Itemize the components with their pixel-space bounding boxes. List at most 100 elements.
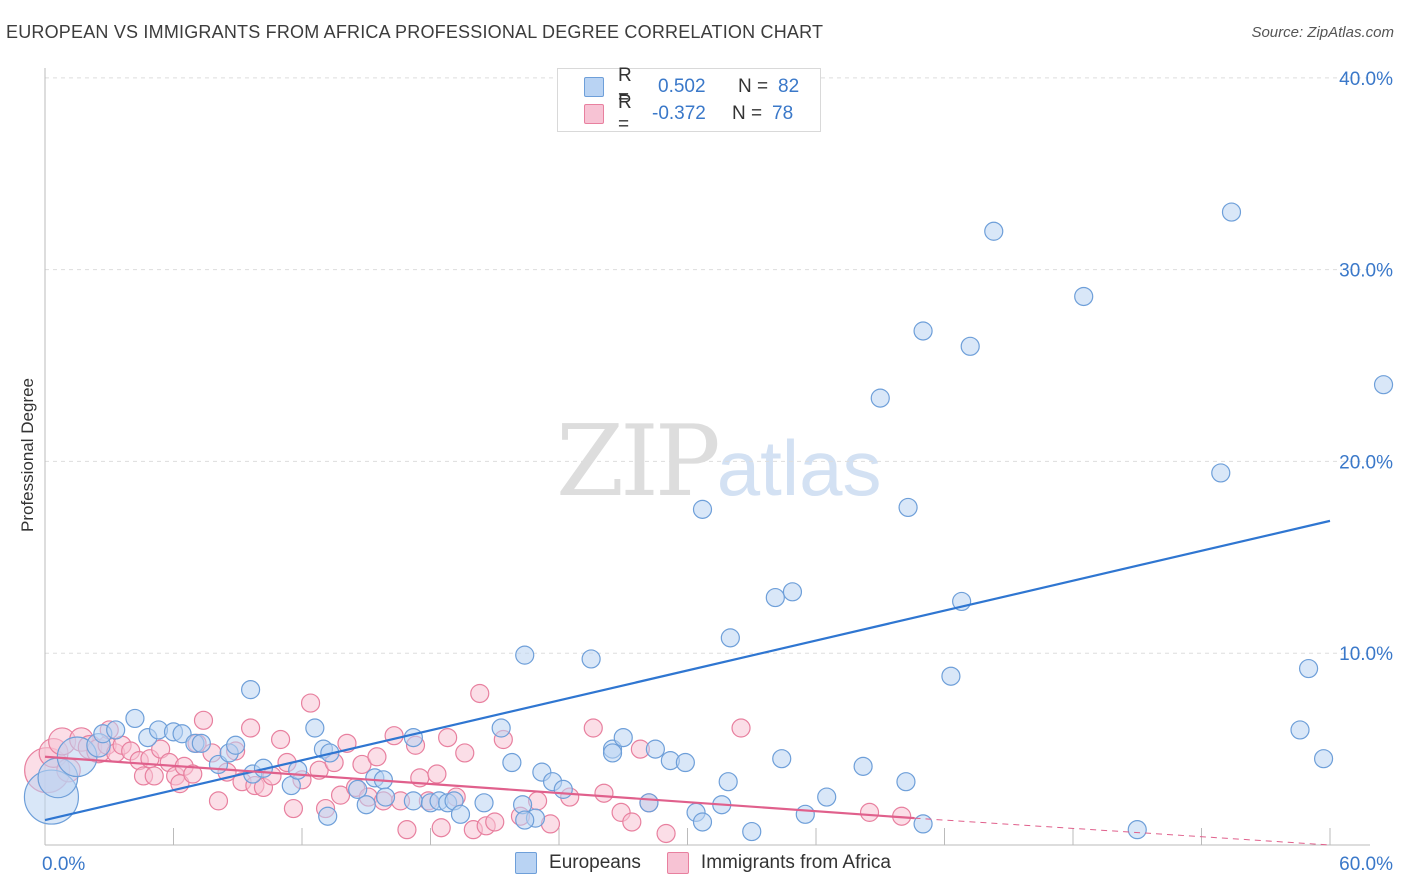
europeans-point xyxy=(853,756,873,776)
europeans-point xyxy=(817,787,837,807)
legend-label-africa: Immigrants from Africa xyxy=(700,852,891,873)
africa-point xyxy=(859,802,880,822)
legend-swatch-pink xyxy=(666,852,689,874)
europeans-point xyxy=(645,739,665,759)
africa-point xyxy=(397,820,417,840)
africa-point xyxy=(656,823,676,844)
europeans-point xyxy=(718,772,738,792)
africa-point xyxy=(594,783,614,803)
europeans-point xyxy=(675,752,695,773)
legend-item-europeans[interactable]: Europeans xyxy=(515,852,641,874)
europeans-point xyxy=(403,791,423,811)
legend-label-europeans: Europeans xyxy=(549,852,641,873)
africa-point xyxy=(300,693,321,713)
europeans-point xyxy=(491,718,511,738)
africa-point xyxy=(427,764,447,784)
europeans-point xyxy=(772,749,792,769)
europeans-point xyxy=(898,497,918,518)
legend-n-value: 82 xyxy=(778,76,800,97)
correlation-legend: R = 0.502 N = 82 R = -0.372 N = 78 xyxy=(557,65,821,135)
europeans-point xyxy=(348,779,368,799)
europeans-point xyxy=(515,810,535,830)
europeans-point xyxy=(581,649,601,669)
series-legend: Europeans Immigrants from Africa xyxy=(0,852,1406,874)
europeans-point xyxy=(941,666,961,686)
europeans-point xyxy=(913,321,933,341)
africa-point xyxy=(183,764,203,784)
africa-point xyxy=(151,739,171,759)
europeans-point xyxy=(241,680,261,700)
europeans-point xyxy=(870,388,890,408)
europeans-point xyxy=(474,793,494,813)
legend-swatch-pink xyxy=(584,104,604,124)
europeans-point xyxy=(1127,820,1147,840)
x-tick-label-max: 60.0% xyxy=(1339,854,1393,875)
europeans-point xyxy=(172,724,192,744)
x-tick-label-min: 0.0% xyxy=(42,854,85,875)
europeans-point xyxy=(765,587,785,608)
europeans-point xyxy=(1221,202,1242,222)
europeans-point xyxy=(1290,720,1310,740)
europeans-point xyxy=(356,795,376,815)
europeans-point xyxy=(913,814,933,834)
africa-point xyxy=(731,718,751,738)
africa-point xyxy=(193,710,214,730)
africa-point xyxy=(622,812,642,832)
europeans-point xyxy=(403,727,423,748)
europeans-point xyxy=(639,793,659,813)
africa-point xyxy=(583,718,603,738)
legend-swatch-blue xyxy=(584,77,604,97)
africa-point xyxy=(309,760,329,780)
europeans-point xyxy=(305,718,325,738)
africa-point xyxy=(352,754,372,775)
europeans-point xyxy=(502,752,522,773)
africa-point xyxy=(438,727,458,748)
legend-n-value: 78 xyxy=(772,103,794,124)
y-tick-label: 20.0% xyxy=(1339,452,1393,473)
europeans-point xyxy=(288,760,308,780)
axes xyxy=(44,68,1370,846)
trend-lines xyxy=(44,519,1331,846)
legend-r-label: R = xyxy=(618,65,632,108)
europeans-point xyxy=(742,821,762,842)
europeans-point xyxy=(515,645,535,665)
europeans-point xyxy=(318,806,338,826)
y-tick-label: 40.0% xyxy=(1339,69,1393,90)
y-tick-label: 30.0% xyxy=(1339,261,1393,282)
tick-labels: 10.0% 20.0% 30.0% 40.0% 0.0% 60.0% xyxy=(42,69,1393,875)
europeans-point xyxy=(375,787,396,807)
legend-swatch-blue xyxy=(515,852,538,874)
europeans-point xyxy=(602,743,623,763)
africa-point xyxy=(384,726,404,746)
y-axis-label: Professional Degree xyxy=(18,377,37,533)
legend-item-africa[interactable]: Immigrants from Africa xyxy=(666,852,891,874)
africa-point xyxy=(485,812,505,832)
europeans-point xyxy=(450,804,471,824)
chart-title: EUROPEAN VS IMMIGRANTS FROM AFRICA PROFE… xyxy=(6,22,824,42)
africa-point xyxy=(208,791,229,811)
europeans-point xyxy=(613,727,633,748)
series-europeans-points xyxy=(23,202,1394,842)
grid xyxy=(45,77,1370,654)
europeans-point xyxy=(553,779,573,799)
europeans-point xyxy=(1373,375,1394,395)
africa-point xyxy=(330,785,351,805)
europeans-point xyxy=(1074,286,1094,307)
source-credit: Source: ZipAtlas.com xyxy=(1251,24,1394,41)
europeans-point xyxy=(1211,463,1231,483)
legend-n-label: N = xyxy=(738,76,769,97)
africa-point xyxy=(270,729,291,750)
europeans-trend-line xyxy=(44,519,1331,822)
europeans-point xyxy=(1313,749,1334,769)
legend-r-label: R = xyxy=(618,92,632,135)
africa-point xyxy=(283,798,304,819)
europeans-point xyxy=(984,221,1004,241)
africa-point xyxy=(431,818,451,838)
europeans-point xyxy=(720,628,740,648)
europeans-point xyxy=(125,708,145,729)
africa-trend-extension xyxy=(914,817,1331,846)
legend-r-value: 0.502 xyxy=(658,76,706,97)
africa-point xyxy=(470,683,490,704)
europeans-point xyxy=(692,812,713,832)
